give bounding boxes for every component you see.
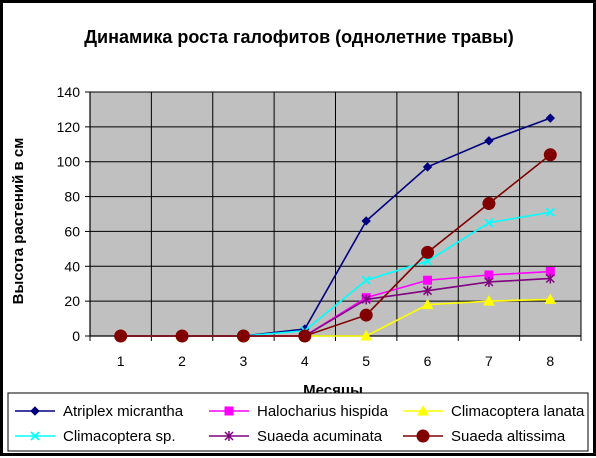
data-point [544, 293, 557, 304]
legend-label: Halocharius hispida [257, 403, 389, 420]
data-point [361, 275, 371, 285]
legend-marker [416, 429, 430, 443]
y-tick-label: 20 [64, 293, 80, 309]
y-axis-label: Высота растений в см [10, 138, 27, 305]
data-point [482, 197, 496, 211]
legend-marker [30, 431, 40, 441]
data-point [175, 329, 189, 343]
data-point [423, 275, 433, 285]
series-suaeda-altissima [114, 148, 557, 343]
y-tick-label: 140 [57, 84, 81, 100]
legend-marker [30, 406, 40, 416]
data-point [421, 245, 435, 259]
x-tick-label: 2 [178, 353, 186, 369]
data-point [484, 218, 494, 228]
data-point [422, 162, 433, 172]
legend-label: Suaeda altissima [451, 428, 566, 445]
y-tick-label: 120 [57, 119, 81, 135]
data-point [423, 285, 433, 296]
data-point [298, 329, 312, 343]
data-point [421, 298, 434, 310]
legend-marker [417, 404, 429, 416]
legend-label: Climacoptera sp. [63, 428, 176, 445]
y-tick-label: 40 [64, 258, 80, 274]
x-tick-label: 7 [485, 353, 493, 369]
data-point [545, 207, 555, 217]
legend-label: Climacoptera lanata [451, 403, 585, 420]
x-tick-label: 5 [362, 353, 370, 369]
data-point [545, 113, 556, 123]
legend-item: Halocharius hispida [209, 403, 389, 420]
y-tick-label: 100 [57, 154, 81, 170]
data-point [483, 295, 495, 306]
legend-marker [224, 431, 234, 441]
legend-label: Atriplex micrantha [63, 403, 184, 420]
data-point [484, 276, 494, 287]
series-line [120, 154, 551, 337]
x-tick-label: 1 [117, 353, 125, 369]
data-point [359, 308, 373, 322]
legend-item: Climacoptera sp. [15, 428, 176, 445]
legend-item: Suaeda acuminata [209, 428, 383, 445]
plot-area: 0 20 40 60 80 100 120 140 1 2 3 4 5 6 7 8 [57, 84, 582, 369]
y-tick-label: 60 [64, 223, 80, 239]
data-point [361, 216, 371, 226]
data-point [422, 256, 433, 266]
chart-svg: Динамика роста галофитов (однолетние тра… [7, 27, 589, 452]
y-tick-label: 80 [64, 189, 80, 205]
legend-box [7, 392, 589, 452]
x-tick-label: 4 [301, 353, 309, 369]
legend: Atriplex micrantha Halocharius hispida Cli… [7, 392, 589, 452]
data-point [543, 148, 557, 162]
legend-item: Suaeda altissima [403, 428, 566, 445]
legend-label: Suaeda acuminata [257, 428, 383, 445]
data-point [360, 329, 373, 341]
data-point [545, 273, 555, 284]
chart-title: Динамика роста галофитов (однолетние тра… [84, 27, 514, 47]
x-tick-label: 8 [546, 353, 554, 369]
data-point [484, 136, 494, 146]
y-tick-label: 0 [72, 328, 80, 344]
legend-item: Climacoptera lanata [403, 403, 585, 420]
legend-marker [224, 406, 234, 416]
x-tick-label: 3 [240, 353, 248, 369]
data-point [114, 329, 128, 343]
data-point [236, 329, 250, 343]
legend-item: Atriplex micrantha [15, 403, 184, 420]
data-point [361, 294, 371, 305]
x-tick-label: 6 [424, 353, 432, 369]
